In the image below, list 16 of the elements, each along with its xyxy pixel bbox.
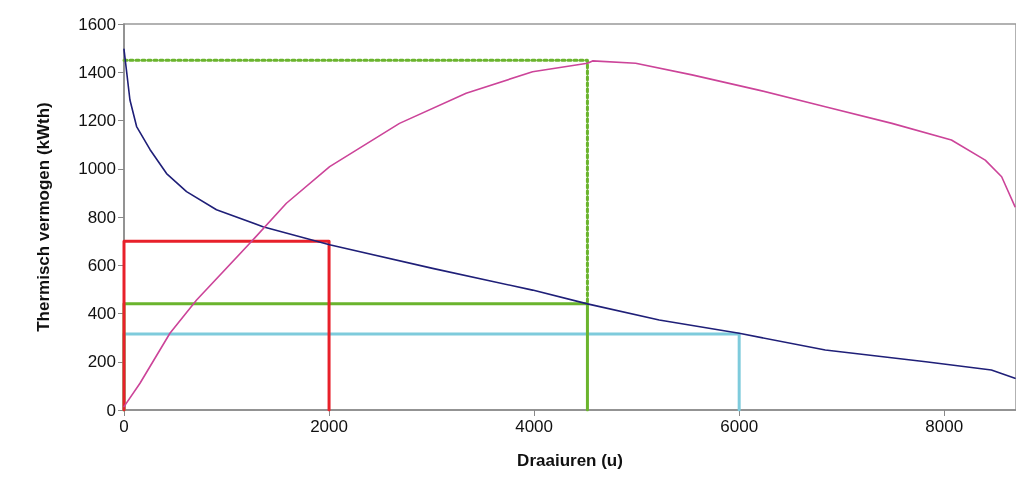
y-tick-label: 200 [87, 352, 116, 372]
y-tick-label: 800 [87, 207, 116, 227]
x-axis-title: Draaiuren (u) [517, 451, 623, 470]
y-tick-label: 400 [87, 304, 116, 323]
y-tick-label: 600 [87, 255, 116, 275]
y-tick-label: 1000 [78, 159, 116, 179]
y-tick-label: 1200 [78, 111, 116, 130]
y-tick-label: 1400 [78, 62, 116, 82]
x-tick-label: 2000 [310, 417, 348, 436]
x-tick-label: 4000 [515, 417, 554, 436]
x-tick-label: 8000 [925, 417, 964, 436]
y-tick-label: 1600 [78, 14, 116, 34]
y-tick-label: 0 [106, 400, 116, 420]
x-tick-label: 0 [119, 417, 129, 436]
y-axis-title: Thermisch vermogen (kWth) [34, 102, 53, 332]
x-tick-label: 6000 [720, 417, 759, 436]
